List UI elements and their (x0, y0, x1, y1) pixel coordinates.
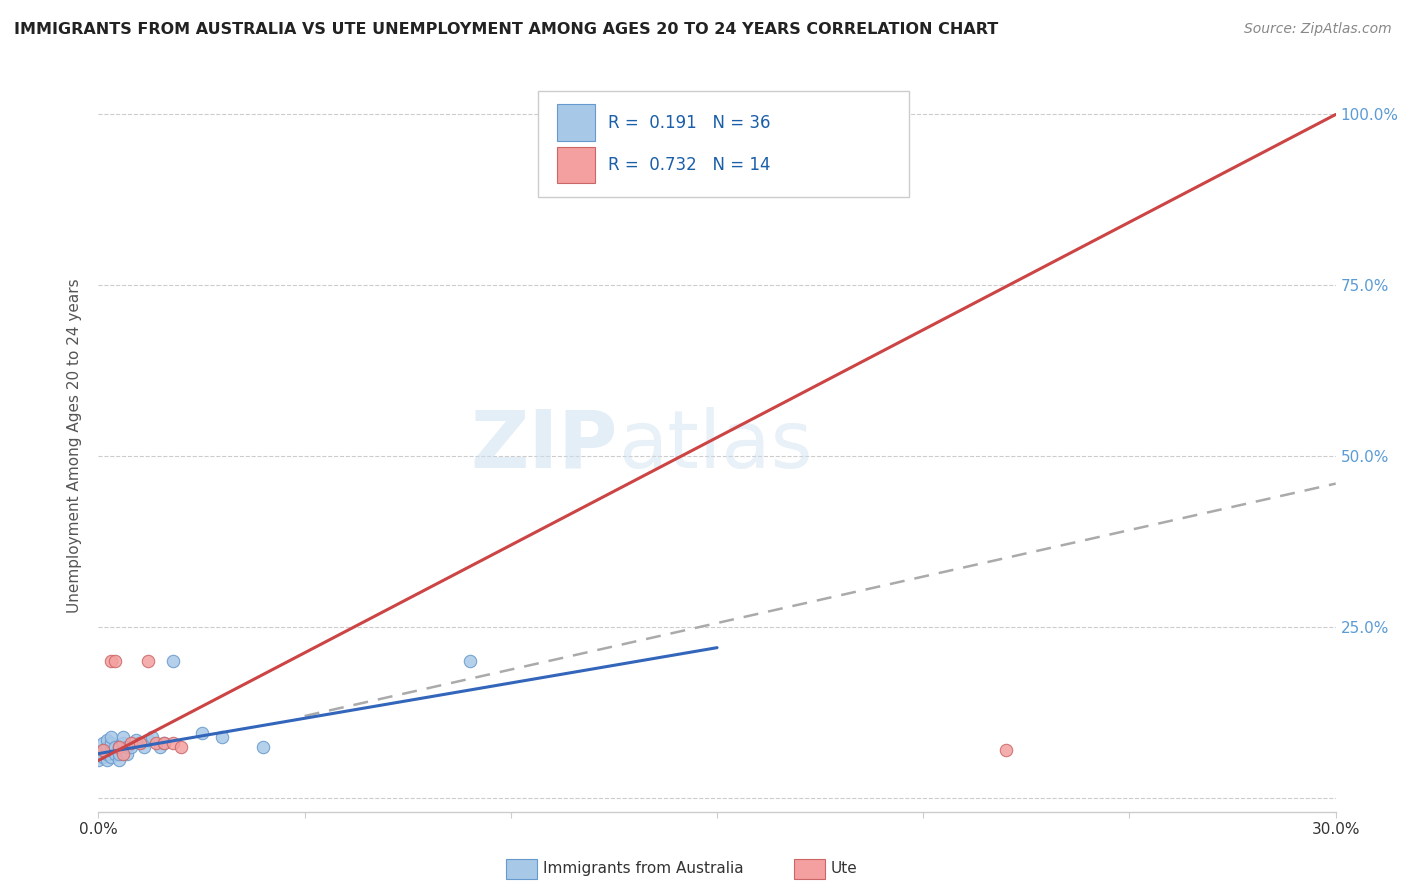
FancyBboxPatch shape (557, 104, 595, 141)
Point (112, 743, 135, 757)
Point (120, 736, 142, 750)
Point (91, 750, 114, 764)
Point (112, 730, 135, 744)
Point (132, 739, 155, 754)
Point (141, 730, 163, 744)
Point (91, 736, 114, 750)
Point (91, 743, 114, 757)
Point (120, 739, 142, 754)
Point (108, 739, 131, 754)
Point (162, 654, 184, 668)
Y-axis label: Unemployment Among Ages 20 to 24 years: Unemployment Among Ages 20 to 24 years (67, 278, 83, 614)
Point (112, 747, 135, 761)
Point (170, 739, 193, 754)
Point (162, 736, 184, 750)
Point (96, 754, 118, 768)
Point (458, 654, 481, 668)
Point (108, 739, 131, 754)
Point (87, 754, 110, 768)
Point (190, 726, 212, 740)
Point (104, 747, 127, 761)
Point (149, 739, 172, 754)
Point (100, 730, 122, 744)
Point (994, 743, 1017, 757)
Point (124, 733, 146, 747)
Text: Immigrants from Australia: Immigrants from Australia (543, 862, 744, 876)
Point (87, 747, 110, 761)
Point (91, 743, 114, 757)
Text: ZIP: ZIP (471, 407, 619, 485)
Point (96, 747, 118, 761)
Point (747, 142, 769, 156)
Point (211, 730, 233, 744)
Text: R =  0.191   N = 36: R = 0.191 N = 36 (609, 113, 770, 132)
Point (145, 736, 167, 750)
FancyBboxPatch shape (557, 147, 595, 184)
Point (108, 747, 131, 761)
Point (128, 736, 150, 750)
Point (96, 733, 118, 747)
Point (100, 750, 122, 764)
Point (100, 736, 122, 750)
Point (104, 654, 127, 668)
Point (112, 736, 135, 750)
Text: R =  0.732   N = 14: R = 0.732 N = 14 (609, 156, 770, 174)
Text: IMMIGRANTS FROM AUSTRALIA VS UTE UNEMPLOYMENT AMONG AGES 20 TO 24 YEARS CORRELAT: IMMIGRANTS FROM AUSTRALIA VS UTE UNEMPLO… (14, 22, 998, 37)
Point (117, 747, 139, 761)
Text: Ute: Ute (831, 862, 858, 876)
Point (153, 736, 176, 750)
Text: atlas: atlas (619, 407, 813, 485)
Point (100, 654, 122, 668)
Text: Source: ZipAtlas.com: Source: ZipAtlas.com (1244, 22, 1392, 37)
Point (96, 739, 118, 754)
Point (252, 739, 274, 754)
Point (104, 739, 127, 754)
Point (153, 736, 176, 750)
Point (100, 743, 122, 757)
Point (117, 739, 139, 754)
FancyBboxPatch shape (537, 91, 908, 197)
Point (136, 733, 159, 747)
Point (128, 736, 150, 750)
Point (108, 754, 131, 768)
Point (136, 654, 159, 668)
